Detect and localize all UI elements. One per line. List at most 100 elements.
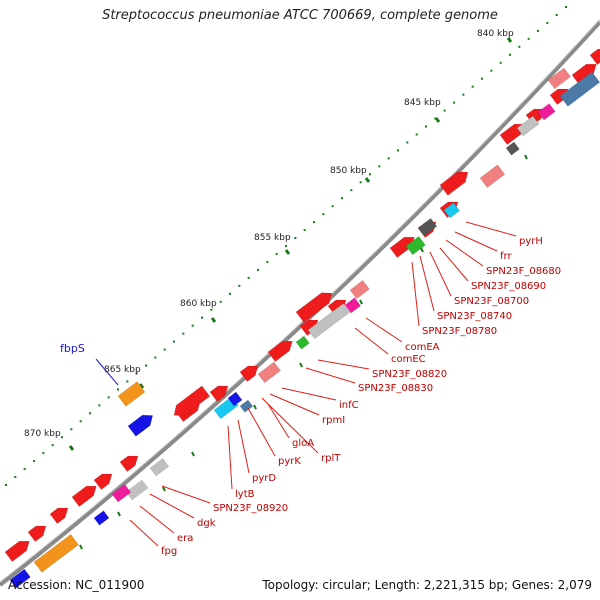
map-title: Streptococcus pneumoniae ATCC 700669, co… bbox=[102, 8, 498, 23]
tick-dot bbox=[565, 6, 567, 8]
tick-dot bbox=[51, 444, 54, 447]
gene-feature[interactable] bbox=[9, 568, 31, 589]
gene-shape bbox=[344, 297, 361, 314]
gene-feature[interactable] bbox=[239, 399, 254, 413]
gene-feature[interactable] bbox=[443, 202, 460, 219]
tick-dot bbox=[238, 284, 241, 287]
gene-label[interactable]: SPN23F_08780 bbox=[422, 326, 497, 337]
major-tick bbox=[434, 117, 441, 123]
gene-feature[interactable] bbox=[93, 510, 110, 526]
minor-tick bbox=[299, 362, 303, 368]
gene-feature[interactable] bbox=[479, 164, 506, 188]
gene-shape bbox=[9, 568, 31, 589]
gene-label[interactable]: comEA bbox=[405, 342, 440, 353]
gene-feature[interactable] bbox=[589, 44, 600, 65]
highlight-gene-callout[interactable]: fbpS bbox=[60, 342, 119, 386]
gene-feature[interactable] bbox=[417, 218, 438, 237]
tick-dot bbox=[499, 61, 502, 64]
gene-feature[interactable] bbox=[239, 361, 262, 382]
gene-label[interactable]: pyrH bbox=[519, 236, 543, 247]
gene-label[interactable]: SPN23F_08700 bbox=[454, 296, 529, 307]
gene-feature[interactable] bbox=[149, 458, 170, 477]
gene-feature[interactable] bbox=[27, 521, 50, 542]
gene-feature[interactable] bbox=[547, 67, 571, 90]
gene-feature[interactable] bbox=[295, 335, 310, 350]
gene-shape bbox=[589, 48, 600, 65]
gene-feature[interactable] bbox=[537, 103, 556, 121]
gene-feature[interactable] bbox=[71, 481, 100, 507]
gene-feature[interactable] bbox=[439, 167, 472, 196]
gene-label[interactable]: fpg bbox=[161, 546, 177, 557]
tick-dot bbox=[79, 420, 82, 423]
gene-label[interactable]: SPN23F_08830 bbox=[358, 383, 433, 394]
gene-feature[interactable] bbox=[4, 536, 33, 562]
gene-feature[interactable] bbox=[505, 141, 520, 156]
gene-feature[interactable] bbox=[119, 451, 142, 472]
gene-label[interactable]: SPN23F_08690 bbox=[471, 281, 546, 292]
accession-text: Accession: NC_011900 bbox=[8, 578, 145, 592]
gene-feature[interactable] bbox=[170, 385, 211, 420]
minor-tick bbox=[117, 511, 121, 517]
gene-feature[interactable] bbox=[344, 297, 361, 314]
gene-feature[interactable] bbox=[349, 280, 370, 300]
gene-shape bbox=[149, 458, 170, 477]
gene-shape bbox=[239, 365, 259, 382]
gene-shape bbox=[209, 385, 229, 402]
tick-dot bbox=[191, 324, 194, 327]
gene-feature[interactable] bbox=[127, 410, 157, 437]
gene-label[interactable]: SPN23F_08820 bbox=[372, 369, 447, 380]
gene-feature[interactable] bbox=[257, 361, 281, 384]
gene-label[interactable]: era bbox=[177, 533, 193, 544]
tick-dot bbox=[294, 237, 297, 240]
gene-label-line bbox=[465, 221, 517, 237]
tick-dot bbox=[117, 388, 119, 391]
gene-label[interactable]: gloA bbox=[292, 438, 314, 449]
gene-feature[interactable] bbox=[405, 236, 426, 256]
gene-feature[interactable] bbox=[209, 381, 232, 402]
gene-label[interactable]: lytB bbox=[235, 489, 255, 500]
gene-label-line bbox=[365, 317, 403, 343]
gene-label[interactable]: SPN23F_08920 bbox=[213, 503, 288, 514]
gene-feature[interactable] bbox=[307, 303, 351, 340]
gene-label-line bbox=[354, 327, 389, 355]
gene-feature[interactable] bbox=[49, 503, 72, 524]
gene-feature[interactable] bbox=[125, 479, 149, 501]
gene-label[interactable]: pyrK bbox=[278, 456, 301, 467]
gene-shape bbox=[119, 455, 139, 472]
tick-dot bbox=[145, 364, 147, 367]
gene-label[interactable]: infC bbox=[339, 400, 359, 411]
highlight-gene-label[interactable]: fbpS bbox=[60, 342, 85, 355]
gene-feature[interactable] bbox=[33, 533, 79, 573]
tick-dot bbox=[397, 149, 399, 152]
gene-label-line bbox=[139, 505, 175, 534]
major-tick bbox=[68, 445, 75, 451]
tick-dot bbox=[182, 332, 185, 335]
gene-shape bbox=[125, 479, 149, 501]
gene-feature[interactable] bbox=[93, 469, 116, 490]
gene-label[interactable]: dgk bbox=[197, 518, 216, 529]
gene-label[interactable]: frr bbox=[500, 251, 512, 262]
tick-dot bbox=[98, 404, 101, 407]
tick-dot bbox=[546, 21, 549, 24]
gene-feature[interactable] bbox=[267, 336, 296, 362]
gene-label[interactable]: comEC bbox=[391, 354, 426, 365]
major-tick bbox=[506, 37, 513, 43]
gene-label[interactable]: pyrD bbox=[252, 473, 276, 484]
gene-label-line bbox=[317, 359, 370, 370]
minor-tick bbox=[79, 544, 83, 550]
tick-dot bbox=[481, 77, 483, 80]
gene-shape bbox=[117, 381, 146, 407]
gene-label[interactable]: rpmI bbox=[322, 415, 345, 426]
gene-label[interactable]: SPN23F_08740 bbox=[437, 311, 512, 322]
gene-label[interactable]: rplT bbox=[321, 453, 341, 464]
gene-feature[interactable] bbox=[295, 288, 336, 323]
gene-feature[interactable] bbox=[516, 115, 540, 137]
gene-feature[interactable] bbox=[117, 381, 146, 407]
gene-feature[interactable] bbox=[227, 391, 243, 407]
gene-label-group[interactable]: pyrH frr SPN23F_08680 SPN23F_08690 SPN23F_08… bbox=[129, 221, 561, 557]
gene-feature[interactable] bbox=[111, 484, 132, 503]
gene-label[interactable]: SPN23F_08680 bbox=[486, 266, 561, 277]
gene-label-line bbox=[439, 247, 469, 282]
